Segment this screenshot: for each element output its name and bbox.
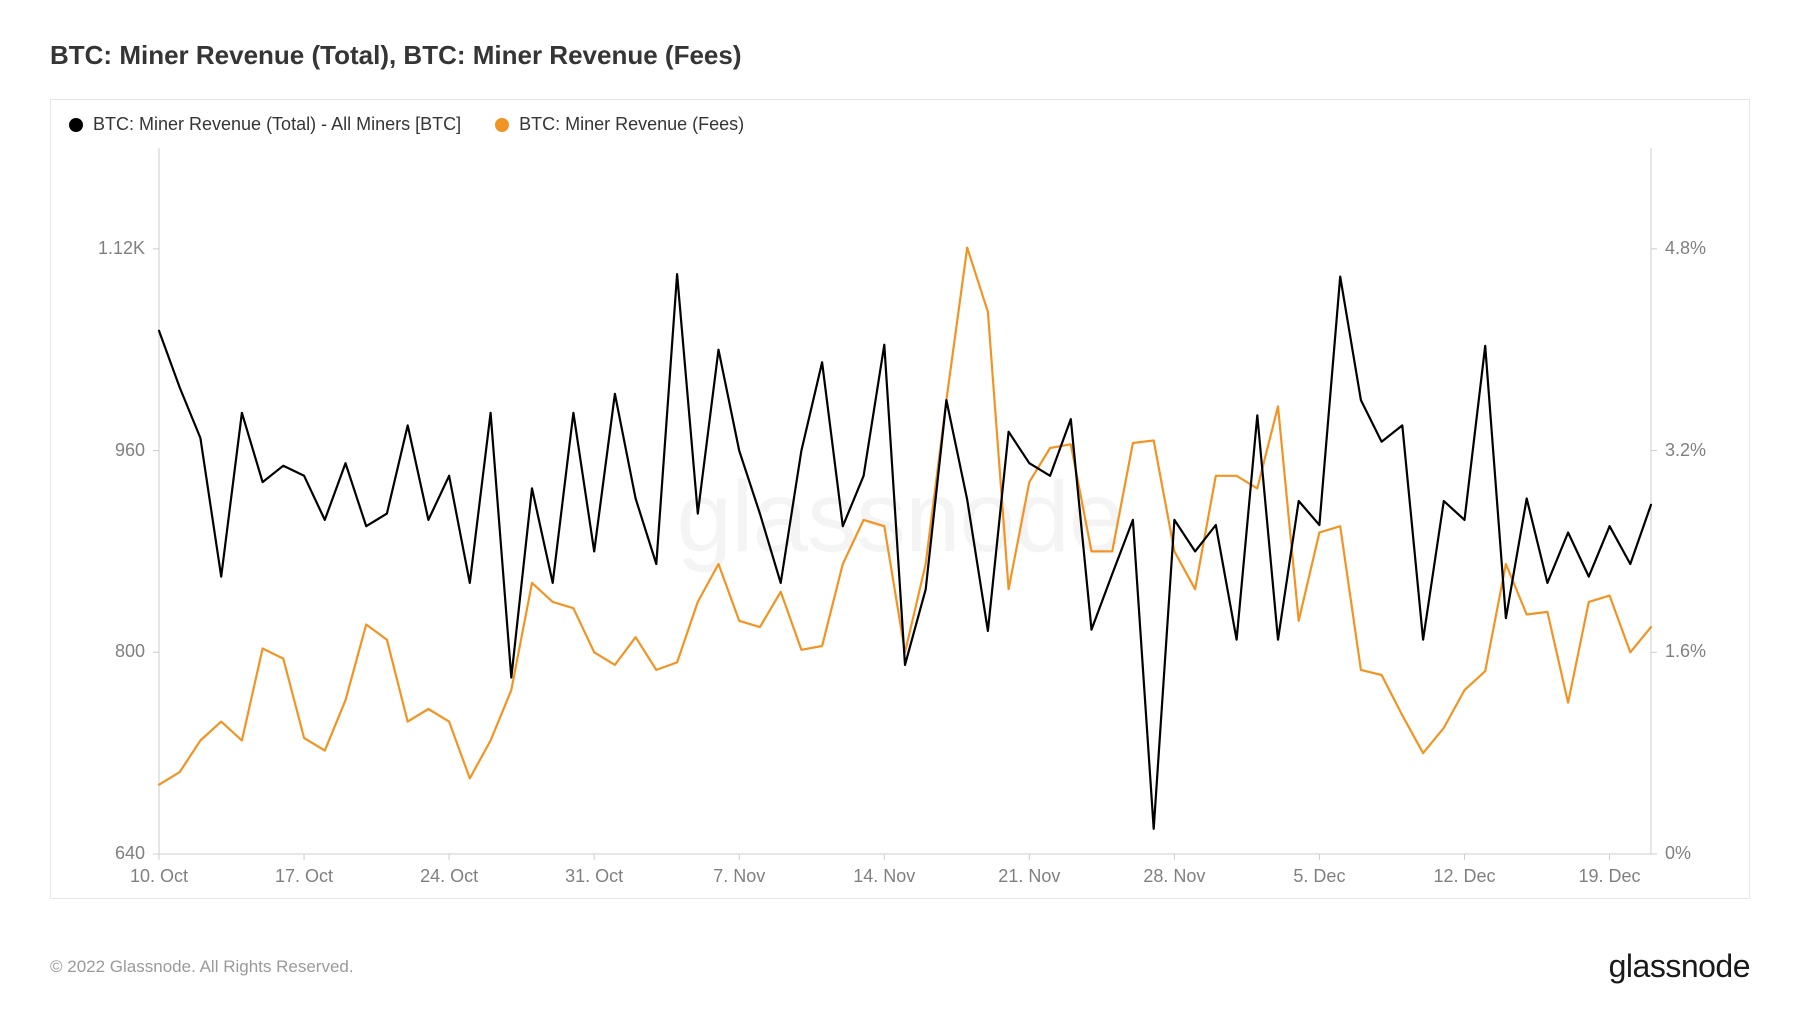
legend-swatch-fees [495, 118, 509, 132]
legend-swatch-total [69, 118, 83, 132]
x-label: 19. Dec [1579, 866, 1641, 887]
y-right-label: 3.2% [1665, 440, 1706, 461]
y-left-label: 960 [69, 440, 145, 461]
y-left-label: 800 [69, 641, 145, 662]
brand-logo: glassnode [1609, 948, 1750, 985]
y-right-label: 4.8% [1665, 238, 1706, 259]
plot-area: glassnode 6408009601.12K0%1.6%3.2%4.8%10… [69, 148, 1731, 898]
y-left-label: 1.12K [69, 238, 145, 259]
x-label: 31. Oct [565, 866, 623, 887]
x-label: 21. Nov [998, 866, 1060, 887]
legend: BTC: Miner Revenue (Total) - All Miners … [69, 114, 1731, 135]
y-left-label: 640 [69, 843, 145, 864]
x-label: 24. Oct [420, 866, 478, 887]
x-label: 10. Oct [130, 866, 188, 887]
x-label: 17. Oct [275, 866, 333, 887]
y-right-label: 1.6% [1665, 641, 1706, 662]
chart-svg [69, 148, 1731, 898]
chart-title: BTC: Miner Revenue (Total), BTC: Miner R… [50, 40, 1750, 71]
chart-frame: BTC: Miner Revenue (Total) - All Miners … [50, 99, 1750, 899]
x-label: 12. Dec [1433, 866, 1495, 887]
x-label: 14. Nov [853, 866, 915, 887]
legend-item-fees: BTC: Miner Revenue (Fees) [495, 114, 744, 135]
legend-label-total: BTC: Miner Revenue (Total) - All Miners … [93, 114, 461, 135]
footer: © 2022 Glassnode. All Rights Reserved. g… [50, 948, 1750, 985]
legend-label-fees: BTC: Miner Revenue (Fees) [519, 114, 744, 135]
legend-item-total: BTC: Miner Revenue (Total) - All Miners … [69, 114, 461, 135]
x-label: 28. Nov [1143, 866, 1205, 887]
copyright-text: © 2022 Glassnode. All Rights Reserved. [50, 957, 354, 977]
y-right-label: 0% [1665, 843, 1691, 864]
x-label: 5. Dec [1293, 866, 1345, 887]
x-label: 7. Nov [713, 866, 765, 887]
